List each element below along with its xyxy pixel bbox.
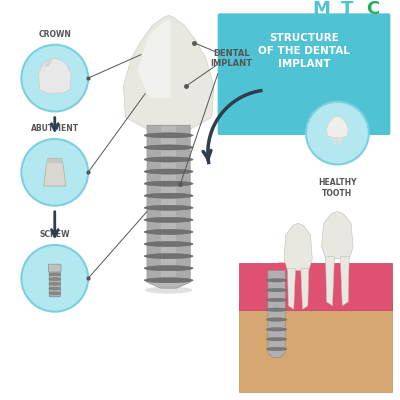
Ellipse shape [266,328,287,331]
Polygon shape [44,158,66,186]
Ellipse shape [49,278,61,280]
Circle shape [21,45,88,112]
Circle shape [21,139,88,206]
Ellipse shape [49,273,61,276]
Text: C: C [366,0,379,18]
Text: STRUCTURE
OF THE DENTAL
IMPLANT: STRUCTURE OF THE DENTAL IMPLANT [258,33,350,69]
Ellipse shape [144,278,193,283]
Polygon shape [288,268,296,309]
Text: DENTAL
IMPLANT: DENTAL IMPLANT [210,49,252,68]
Polygon shape [147,125,161,282]
Circle shape [21,245,88,312]
Ellipse shape [144,254,193,259]
Ellipse shape [145,286,192,294]
Ellipse shape [49,292,61,295]
Polygon shape [326,116,348,137]
Polygon shape [340,257,349,306]
Ellipse shape [266,288,287,292]
Text: M: M [313,0,331,18]
Polygon shape [326,257,334,306]
Ellipse shape [144,242,193,246]
Polygon shape [239,302,392,392]
Ellipse shape [144,193,193,198]
Ellipse shape [144,169,193,174]
Ellipse shape [144,217,193,222]
Ellipse shape [49,282,61,285]
Polygon shape [147,125,190,288]
Polygon shape [176,125,190,282]
FancyBboxPatch shape [49,270,60,297]
Ellipse shape [266,278,287,282]
Polygon shape [284,223,312,270]
Ellipse shape [144,133,193,138]
Ellipse shape [266,347,287,351]
Ellipse shape [144,205,193,210]
Polygon shape [322,212,353,259]
Polygon shape [322,263,355,310]
Ellipse shape [144,230,193,234]
Polygon shape [332,137,337,145]
Ellipse shape [49,287,61,290]
Ellipse shape [144,266,193,271]
Ellipse shape [266,308,287,312]
Text: T: T [341,0,353,18]
Polygon shape [239,263,392,310]
Text: ABUTMENT: ABUTMENT [31,124,79,133]
Polygon shape [301,268,309,309]
Polygon shape [268,270,285,358]
Ellipse shape [266,298,287,302]
Polygon shape [337,137,342,145]
Text: SCREW: SCREW [40,230,70,239]
Ellipse shape [266,337,287,341]
Polygon shape [261,263,288,310]
FancyBboxPatch shape [218,13,390,135]
Polygon shape [137,19,170,98]
Circle shape [306,102,369,164]
Ellipse shape [266,318,287,321]
Text: CROWN: CROWN [38,30,71,39]
FancyBboxPatch shape [48,264,61,272]
Polygon shape [38,58,71,93]
Polygon shape [48,158,62,162]
Polygon shape [44,59,53,67]
Ellipse shape [144,145,193,150]
Polygon shape [124,15,214,129]
Ellipse shape [144,181,193,186]
Text: HEALTHY
TOOTH: HEALTHY TOOTH [318,178,357,198]
Ellipse shape [144,157,193,162]
